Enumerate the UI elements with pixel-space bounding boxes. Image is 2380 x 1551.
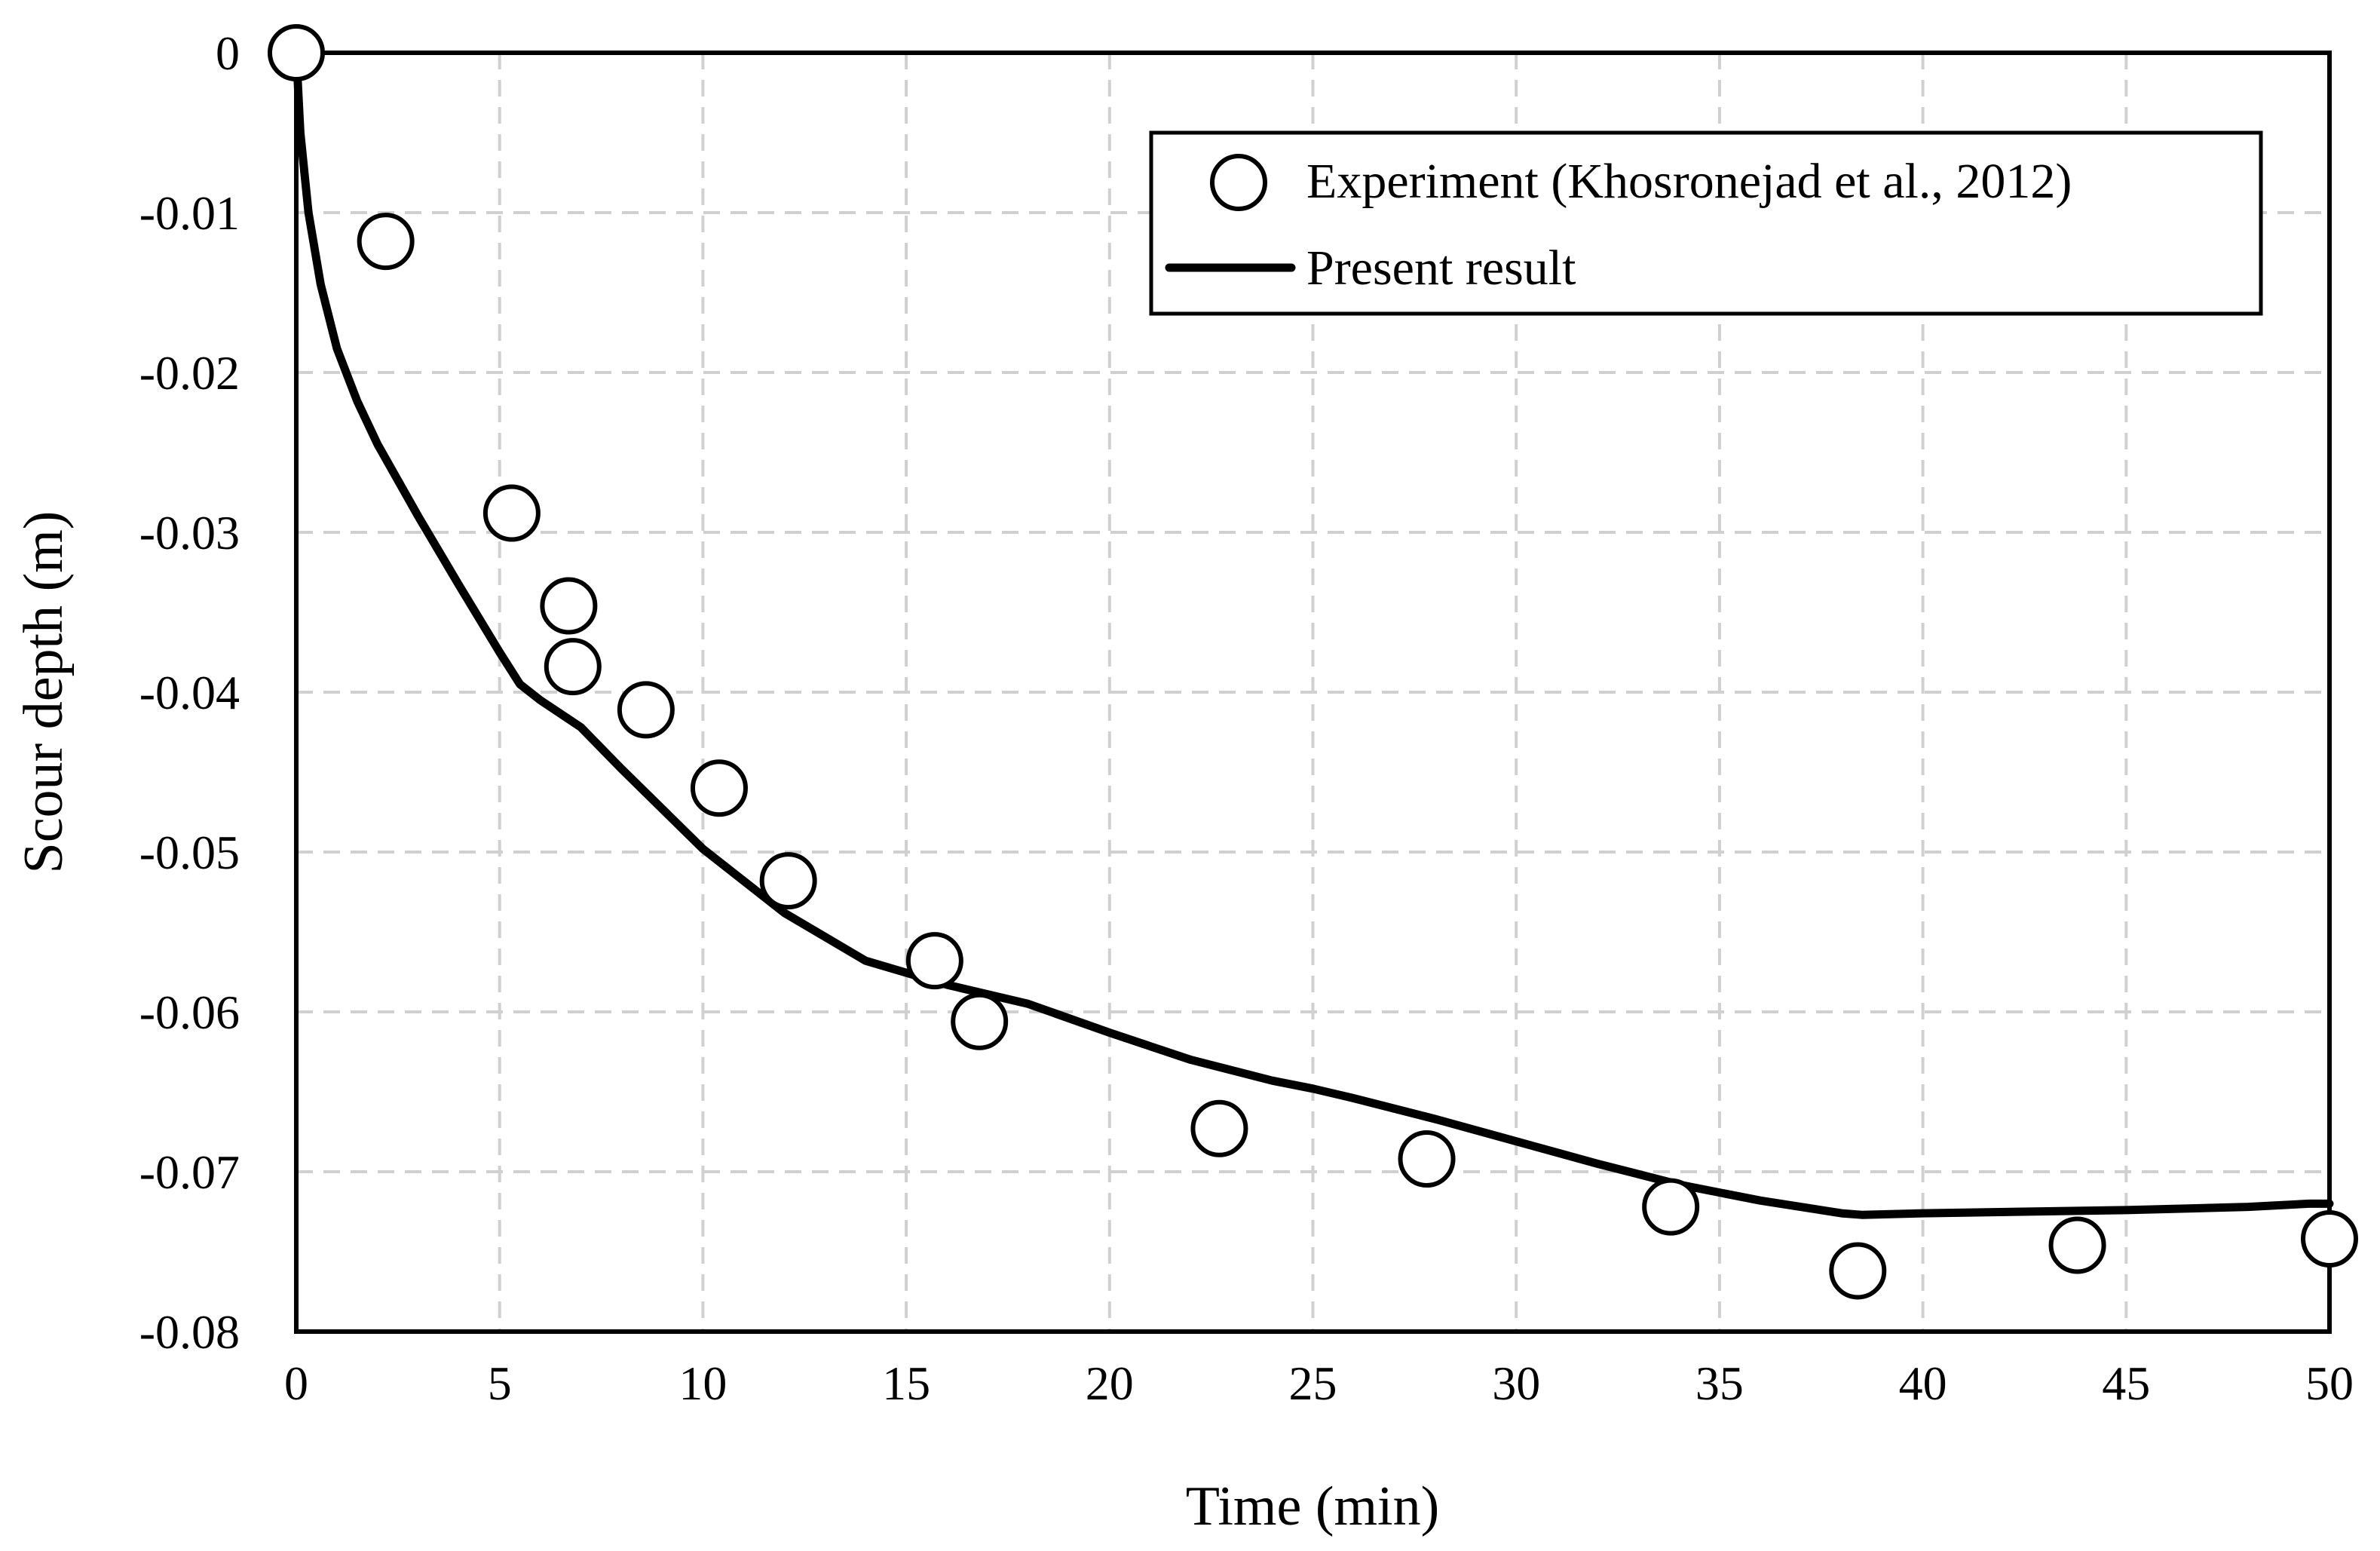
x-tick-label: 40 — [1899, 1356, 1947, 1410]
grid-layer — [296, 53, 2329, 1332]
point-layer — [268, 24, 2358, 1300]
x-tick-label: 25 — [1289, 1356, 1337, 1410]
y-axis-title: Scour depth (m) — [13, 511, 75, 874]
x-tick-label: 45 — [2102, 1356, 2150, 1410]
experiment-point — [690, 759, 748, 817]
legend-box — [1149, 130, 2263, 316]
x-tick-label: 35 — [1695, 1356, 1744, 1410]
x-axis-ticks: 0 5 10 15 20 25 30 35 40 45 50 — [284, 1356, 2354, 1410]
experiment-point — [544, 638, 602, 696]
y-tick-label: -0.07 — [139, 1145, 240, 1199]
experiment-point — [905, 932, 963, 990]
y-tick-label: -0.05 — [139, 826, 240, 879]
experiment-point — [540, 577, 598, 635]
y-tick-label: 0 — [216, 26, 240, 80]
legend-experiment-marker — [1210, 154, 1267, 211]
x-tick-label: 20 — [1086, 1356, 1134, 1410]
y-tick-label: -0.08 — [139, 1305, 240, 1359]
y-axis-ticks: 0 -0.01 -0.02 -0.03 -0.04 -0.05 -0.06 -0.07 -0.0… — [139, 26, 240, 1359]
experiment-point — [1829, 1242, 1887, 1300]
experiment-point — [1398, 1130, 1456, 1188]
experiment-point — [617, 681, 675, 739]
x-tick-label: 30 — [1492, 1356, 1540, 1410]
experiment-point — [2301, 1210, 2358, 1268]
legend-present-label: Present result — [1306, 241, 1576, 296]
plot-area-frame — [294, 51, 2332, 1334]
x-tick-label: 10 — [678, 1356, 727, 1410]
x-tick-label: 15 — [882, 1356, 930, 1410]
experiment-point — [951, 992, 1009, 1050]
legend-experiment-label: Experiment (Khosronejad et al., 2012) — [1306, 154, 2072, 209]
x-axis-title: Time (min) — [1186, 1476, 1439, 1537]
x-tick-label: 0 — [284, 1356, 308, 1410]
y-tick-label: -0.06 — [139, 985, 240, 1039]
legend: Experiment (Khosronejad et al., 2012) Pr… — [1149, 130, 2263, 316]
experiment-point — [357, 213, 415, 271]
experiment-point — [759, 852, 817, 910]
y-tick-label: -0.01 — [139, 186, 240, 240]
y-tick-label: -0.03 — [139, 506, 240, 559]
experiment-point — [482, 484, 541, 542]
experiment-point — [1190, 1099, 1248, 1157]
x-tick-label: 5 — [488, 1356, 512, 1410]
x-tick-label: 50 — [2305, 1356, 2354, 1410]
experiment-point — [2048, 1216, 2106, 1274]
y-tick-label: -0.02 — [139, 346, 240, 400]
experiment-point — [1642, 1178, 1700, 1236]
y-tick-label: -0.04 — [139, 666, 240, 719]
experiment-point — [268, 24, 325, 81]
